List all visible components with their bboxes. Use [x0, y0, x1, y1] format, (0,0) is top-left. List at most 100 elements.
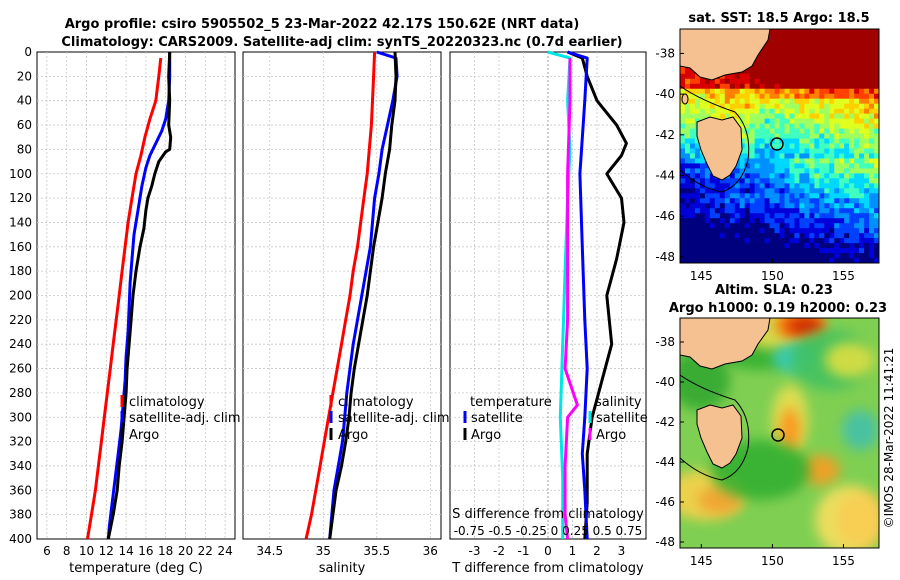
sst-cell — [799, 223, 805, 229]
sst-cell — [829, 163, 835, 169]
sst-cell — [814, 78, 820, 85]
sst-cell — [814, 183, 820, 189]
sst-cell — [829, 118, 835, 124]
sst-cell — [859, 203, 865, 209]
sst-cell — [704, 193, 711, 199]
sst-cell — [819, 203, 825, 209]
sst-cell — [799, 33, 805, 40]
sst-cell — [680, 148, 686, 154]
sst-cell — [704, 203, 711, 209]
sst-cell — [744, 108, 751, 115]
sst-cell — [794, 123, 800, 129]
sst-cell — [839, 133, 845, 139]
sst-cell — [744, 193, 751, 199]
sst-cell — [819, 98, 825, 105]
sst-cell — [849, 113, 855, 120]
sst-cell — [854, 218, 860, 224]
sst-cell — [829, 148, 835, 154]
sst-cell — [829, 128, 835, 134]
sst-cell — [784, 183, 790, 189]
sst-cell — [764, 43, 770, 50]
sst-cell — [784, 198, 790, 204]
sst-cell — [869, 108, 875, 115]
sst-cell — [729, 188, 736, 194]
sst-cell — [784, 233, 790, 239]
sst-cell — [799, 113, 805, 120]
sst-cell — [859, 48, 865, 55]
sst-cell — [844, 203, 850, 209]
sst-cell — [794, 133, 800, 139]
sst-cell — [769, 48, 775, 55]
sst-cell — [739, 198, 746, 204]
sst-cell — [829, 183, 835, 189]
sst-cell — [764, 113, 770, 120]
sst-cell — [779, 248, 785, 254]
sst-cell — [829, 53, 835, 60]
sst-cell — [864, 58, 870, 65]
sst-cell — [834, 153, 840, 159]
sst-cell — [774, 103, 780, 110]
sst-cell — [844, 198, 850, 204]
sst-cell — [759, 63, 765, 70]
sst-cell — [809, 223, 815, 229]
sst-cell — [849, 168, 855, 174]
sst-cell — [874, 248, 879, 254]
sst-cell — [799, 58, 805, 65]
sst-cell — [704, 248, 711, 254]
sst-cell — [779, 123, 785, 129]
sst-cell — [769, 103, 775, 110]
sst-cell — [839, 248, 845, 254]
sst-cell — [754, 188, 761, 194]
sst-cell — [844, 248, 850, 254]
sst-cell — [734, 198, 741, 204]
sst-cell — [854, 93, 860, 100]
sst-cell — [869, 63, 875, 70]
sst-cell — [829, 29, 835, 35]
sst-cell — [779, 133, 785, 139]
sst-cell — [819, 228, 825, 234]
sst-cell — [794, 158, 800, 164]
sst-cell — [709, 238, 716, 244]
sst-cell — [709, 203, 716, 209]
sst-cell — [784, 163, 790, 169]
sst-cell — [684, 203, 691, 209]
sst-cell — [804, 108, 810, 115]
sst-cell — [789, 178, 795, 184]
sst-cell — [764, 138, 770, 144]
sst-cell — [874, 253, 879, 259]
sst-cell — [699, 163, 706, 169]
sst-cell — [684, 223, 691, 229]
sst-cell — [764, 93, 770, 100]
sst-cell — [749, 223, 756, 229]
sst-cell — [859, 88, 865, 95]
sst-cell — [754, 108, 761, 115]
sst-cell — [829, 208, 835, 214]
sst-cell — [759, 68, 765, 75]
sst-cell — [764, 88, 770, 95]
sst-cell — [739, 78, 746, 85]
sst-cell — [754, 198, 761, 204]
sst-cell — [854, 33, 860, 40]
sst-cell — [689, 213, 696, 219]
sst-cell — [754, 93, 761, 100]
sst-cell — [749, 78, 756, 85]
sst-cell — [734, 103, 741, 110]
sst-cell — [704, 238, 711, 244]
sst-cell — [864, 143, 870, 149]
sst-cell — [849, 58, 855, 65]
sst-cell — [684, 218, 691, 224]
sst-cell — [689, 143, 696, 149]
sst-cell — [764, 183, 770, 189]
sst-cell — [769, 233, 775, 239]
sst-cell — [824, 253, 830, 259]
sst-cell — [844, 253, 850, 259]
sst-cell — [844, 118, 850, 124]
sst-cell — [784, 218, 790, 224]
map-y-tick-label: -46 — [655, 495, 675, 509]
sst-cell — [869, 228, 875, 234]
sst-cell — [749, 163, 756, 169]
sst-cell — [699, 168, 706, 174]
sst-cell — [789, 123, 795, 129]
legend-argo-label: Argo — [129, 428, 159, 443]
sst-cell — [764, 78, 770, 85]
